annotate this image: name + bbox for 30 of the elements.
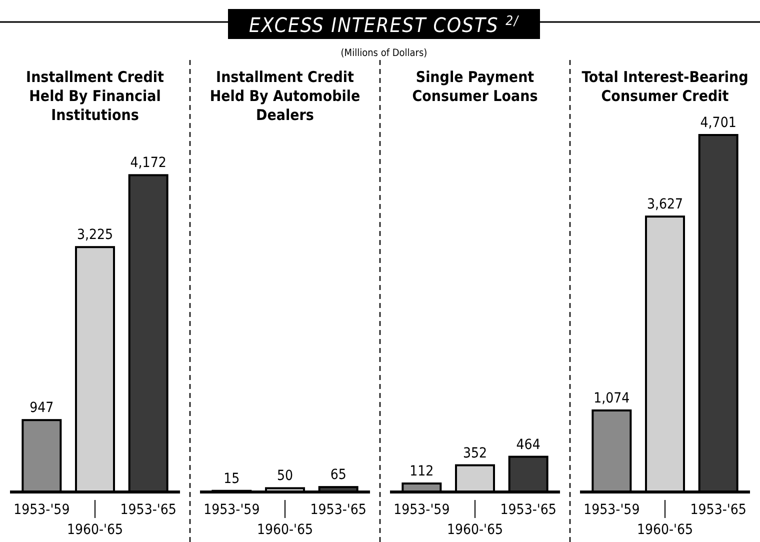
data-label: 3,225 [76, 227, 114, 244]
x-tick-label: 1960-'65 [446, 522, 504, 538]
data-label: 65 [330, 467, 346, 484]
data-label: 4,701 [700, 115, 736, 131]
chart-title: Installment Credit Held By Financial Institutions [26, 68, 164, 124]
chart-title: Total Interest-Bearing Consumer Credit [582, 68, 748, 105]
data-label: 50 [276, 468, 294, 484]
data-label: 4,172 [130, 155, 166, 172]
x-tick-label: 1953-'65 [310, 502, 366, 518]
text: EXCESS INTEREST COSTS $^{2/}$ [249, 13, 519, 37]
chart-title: Single Payment Consumer Loans [412, 68, 538, 105]
x-tick-label: 1960-'65 [256, 522, 314, 538]
data-label: 3,627 [646, 196, 684, 213]
x-tick-label: 1953-'59 [394, 502, 450, 518]
x-tick-label: 1953-'59 [584, 502, 640, 518]
x-tick-label: 1953-'65 [690, 502, 746, 518]
data-label: 1,074 [594, 390, 630, 406]
x-tick-label: 1960-'65 [66, 522, 124, 538]
x-tick-label: 1953-'59 [14, 502, 70, 518]
x-tick-label: 1953-'65 [120, 502, 176, 518]
x-tick-label: 1953-'59 [204, 502, 260, 518]
chart-title: Installment Credit Held By Automobile Dealers [210, 68, 360, 124]
data-label: 947 [30, 400, 54, 416]
x-tick-label: 1953-'65 [500, 502, 556, 518]
data-label: 112 [410, 463, 434, 480]
data-label: 15 [224, 470, 240, 487]
x-tick-label: 1960-'65 [636, 522, 694, 538]
text: (Millions of Dollars) [340, 48, 428, 59]
data-label: 352 [462, 445, 488, 462]
data-label: 464 [516, 436, 540, 453]
